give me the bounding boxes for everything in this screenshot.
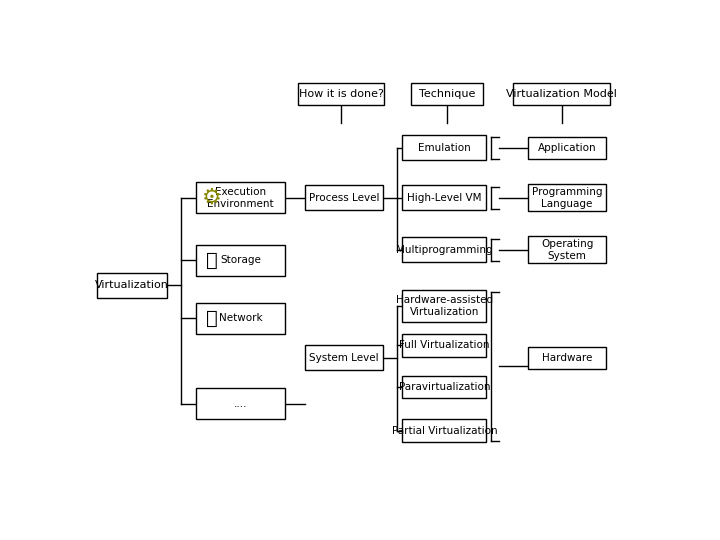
- FancyBboxPatch shape: [528, 347, 606, 369]
- Text: ....: ....: [234, 399, 248, 409]
- FancyBboxPatch shape: [196, 245, 285, 276]
- Text: Virtualization: Virtualization: [95, 280, 168, 290]
- FancyBboxPatch shape: [528, 184, 606, 211]
- FancyBboxPatch shape: [402, 291, 486, 321]
- FancyBboxPatch shape: [402, 376, 486, 399]
- FancyBboxPatch shape: [402, 185, 486, 210]
- Text: Paravirtualization: Paravirtualization: [399, 382, 490, 392]
- Text: Network: Network: [219, 313, 263, 323]
- Text: Full Virtualization: Full Virtualization: [399, 340, 490, 350]
- Text: Multiprogramming: Multiprogramming: [396, 245, 492, 255]
- Text: Execution
Environment: Execution Environment: [207, 187, 274, 208]
- Text: 🖧: 🖧: [206, 309, 217, 328]
- Text: High-Level VM: High-Level VM: [407, 193, 482, 203]
- FancyBboxPatch shape: [298, 83, 384, 105]
- Text: Virtualization Model: Virtualization Model: [506, 89, 617, 99]
- FancyBboxPatch shape: [402, 334, 486, 357]
- Text: Process Level: Process Level: [309, 193, 379, 203]
- FancyBboxPatch shape: [402, 238, 486, 262]
- FancyBboxPatch shape: [97, 273, 167, 298]
- Text: How it is done?: How it is done?: [299, 89, 384, 99]
- FancyBboxPatch shape: [305, 185, 383, 210]
- Text: 🗃: 🗃: [206, 251, 217, 269]
- Text: ⚙: ⚙: [202, 188, 222, 208]
- FancyBboxPatch shape: [196, 183, 285, 213]
- Text: Hardware-assisted
Virtualization: Hardware-assisted Virtualization: [396, 295, 493, 317]
- FancyBboxPatch shape: [402, 419, 486, 442]
- Text: Programming
Language: Programming Language: [532, 187, 603, 208]
- Text: Hardware: Hardware: [542, 353, 593, 363]
- FancyBboxPatch shape: [196, 388, 285, 419]
- FancyBboxPatch shape: [305, 346, 383, 370]
- FancyBboxPatch shape: [402, 136, 486, 160]
- FancyBboxPatch shape: [411, 83, 483, 105]
- FancyBboxPatch shape: [513, 83, 611, 105]
- Text: Partial Virtualization: Partial Virtualization: [392, 426, 497, 436]
- Text: Storage: Storage: [220, 255, 261, 265]
- Text: Technique: Technique: [419, 89, 475, 99]
- FancyBboxPatch shape: [528, 237, 606, 264]
- Text: Operating
System: Operating System: [541, 239, 593, 261]
- Text: Application: Application: [538, 143, 596, 153]
- FancyBboxPatch shape: [196, 303, 285, 334]
- FancyBboxPatch shape: [528, 137, 606, 159]
- Text: System Level: System Level: [309, 353, 379, 363]
- Text: Emulation: Emulation: [418, 143, 471, 153]
